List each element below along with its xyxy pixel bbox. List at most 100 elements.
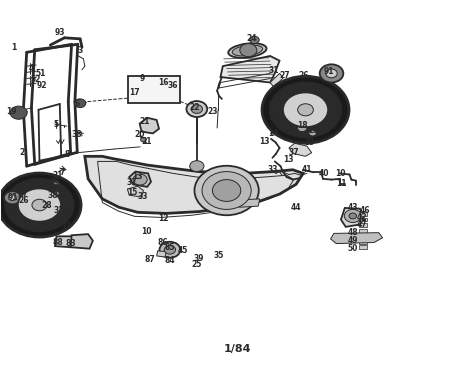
Polygon shape — [128, 186, 144, 197]
Circle shape — [32, 199, 47, 211]
Circle shape — [10, 106, 27, 119]
Circle shape — [319, 64, 343, 82]
Polygon shape — [359, 218, 367, 222]
Text: 7: 7 — [59, 168, 65, 177]
Text: 43: 43 — [347, 203, 358, 212]
Text: 48: 48 — [347, 228, 358, 237]
Text: 93: 93 — [55, 28, 65, 37]
Text: 27: 27 — [279, 71, 290, 80]
Circle shape — [0, 173, 81, 237]
Text: 23: 23 — [207, 107, 218, 116]
Circle shape — [164, 245, 175, 254]
Text: 18: 18 — [297, 120, 308, 130]
Circle shape — [212, 180, 241, 201]
Text: 87: 87 — [144, 255, 155, 265]
Text: 37: 37 — [288, 148, 299, 157]
Text: 1: 1 — [11, 43, 17, 53]
Polygon shape — [55, 236, 74, 247]
Text: 13: 13 — [62, 222, 72, 231]
Text: 2: 2 — [19, 148, 25, 157]
Polygon shape — [239, 199, 260, 207]
Text: 92: 92 — [37, 81, 47, 89]
Polygon shape — [129, 172, 151, 187]
Polygon shape — [289, 143, 312, 156]
Circle shape — [250, 36, 259, 43]
Text: 20: 20 — [134, 130, 145, 139]
Circle shape — [54, 181, 59, 185]
Text: 31: 31 — [268, 66, 279, 75]
Polygon shape — [341, 208, 364, 227]
Circle shape — [9, 195, 16, 201]
Text: 42: 42 — [357, 213, 367, 222]
Text: 15: 15 — [127, 188, 137, 197]
Text: 41: 41 — [301, 165, 312, 174]
Text: 3: 3 — [77, 46, 83, 55]
Polygon shape — [71, 234, 93, 249]
Polygon shape — [359, 245, 367, 249]
Text: 85: 85 — [164, 243, 175, 252]
Circle shape — [190, 161, 204, 172]
Polygon shape — [359, 234, 367, 238]
Circle shape — [54, 191, 59, 196]
Text: 32: 32 — [268, 100, 278, 110]
Text: 11: 11 — [336, 179, 346, 188]
Text: 33: 33 — [137, 192, 148, 201]
Circle shape — [133, 174, 147, 185]
Circle shape — [326, 69, 337, 78]
Text: 28: 28 — [309, 126, 319, 135]
Text: 29: 29 — [49, 178, 60, 187]
Polygon shape — [359, 212, 367, 216]
Circle shape — [141, 137, 146, 142]
Polygon shape — [359, 240, 367, 243]
Text: 88: 88 — [53, 238, 64, 247]
Text: 32: 32 — [53, 205, 64, 215]
Polygon shape — [359, 223, 367, 227]
Ellipse shape — [228, 43, 266, 58]
Circle shape — [74, 99, 86, 108]
Text: 26: 26 — [298, 71, 309, 80]
Circle shape — [191, 105, 202, 114]
Text: 46: 46 — [359, 206, 370, 215]
Text: 52: 52 — [31, 75, 41, 84]
Text: 10: 10 — [335, 169, 345, 178]
Circle shape — [18, 188, 61, 222]
Text: 86: 86 — [157, 238, 168, 247]
Text: 50: 50 — [347, 244, 358, 253]
Text: 14: 14 — [269, 128, 279, 138]
Text: 38: 38 — [72, 130, 82, 139]
Text: 22: 22 — [189, 103, 200, 112]
Circle shape — [186, 101, 207, 117]
Text: 16: 16 — [158, 78, 169, 87]
Text: 13: 13 — [283, 155, 293, 165]
Text: 24: 24 — [246, 34, 256, 43]
Polygon shape — [359, 229, 367, 233]
Circle shape — [240, 43, 257, 57]
Text: 31: 31 — [52, 171, 63, 180]
Polygon shape — [140, 118, 159, 134]
Polygon shape — [270, 73, 283, 87]
Text: 91: 91 — [7, 193, 18, 201]
Circle shape — [298, 124, 307, 132]
Circle shape — [309, 130, 317, 136]
Text: 33: 33 — [267, 165, 278, 174]
Text: 36: 36 — [168, 81, 178, 89]
Text: 17: 17 — [129, 88, 140, 97]
Circle shape — [168, 86, 171, 88]
Polygon shape — [85, 156, 303, 214]
Text: 45: 45 — [177, 246, 188, 256]
Text: 34: 34 — [267, 112, 278, 122]
Circle shape — [344, 210, 361, 223]
Circle shape — [202, 172, 251, 210]
Text: 44: 44 — [291, 203, 301, 212]
Text: 9: 9 — [140, 74, 145, 83]
Circle shape — [262, 76, 349, 143]
Text: 28: 28 — [41, 201, 52, 210]
Text: 37: 37 — [127, 178, 137, 187]
Circle shape — [194, 166, 259, 215]
Text: 35: 35 — [214, 251, 224, 260]
Text: 5: 5 — [54, 120, 59, 129]
Text: 19: 19 — [6, 107, 16, 116]
Ellipse shape — [232, 45, 263, 56]
Text: 8: 8 — [64, 150, 70, 159]
Text: 40: 40 — [318, 169, 329, 178]
